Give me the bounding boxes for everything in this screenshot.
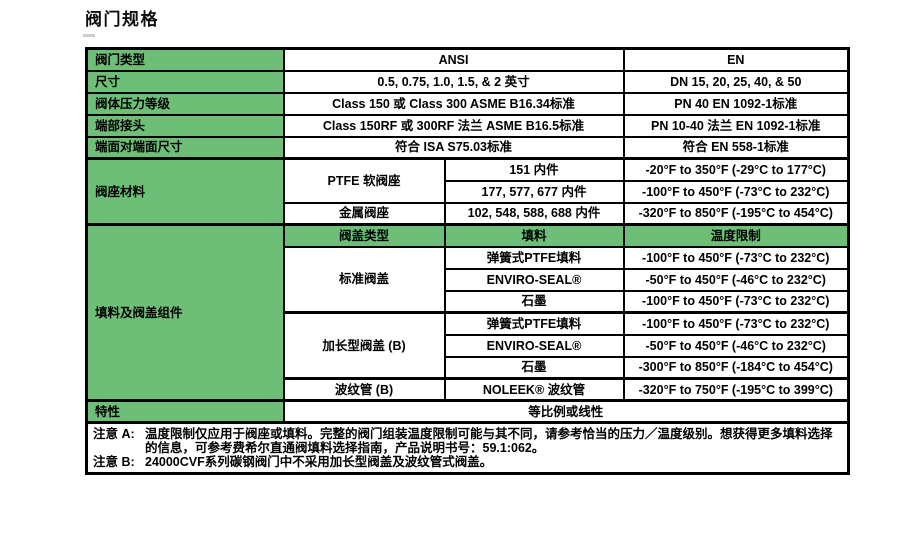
- cell-bellows-bonnet: 波纹管 (B): [282, 377, 446, 402]
- cell-characteristic-value: 等比例或线性: [282, 399, 850, 424]
- valve-spec-table: 阀门类型 ANSI EN 尺寸 0.5, 0.75, 1.0, 1.5, & 2…: [85, 47, 850, 475]
- cell-std-graphite-packing: 石墨: [443, 289, 625, 314]
- table-row: 端面对端面尺寸 符合 ISA S75.03标准 符合 EN 558-1标准: [85, 135, 850, 160]
- cell-ext-ptfe-temp: -100°F to 450°F (-73°C to 232°C): [622, 311, 850, 335]
- cell-characteristic-label: 特性: [85, 399, 285, 424]
- cell-size-label: 尺寸: [85, 69, 285, 94]
- cell-size-en: DN 15, 20, 25, 40, & 50: [622, 69, 850, 94]
- table-row: 加长型阀盖 (B) 弹簧式PTFE填料 -100°F to 450°F (-73…: [87, 311, 850, 380]
- cell-standard-bonnet: 标准阀盖: [282, 245, 446, 314]
- cell-packing-section-label: 填料及阀盖组件: [85, 223, 285, 402]
- cell-trim-151: 151 内件: [443, 157, 625, 181]
- note-b: 注意 B: 24000CVF系列碳钢阀门中不采用加长型阀盖及波纹管式阀盖。: [93, 455, 841, 469]
- notes-box: 注意 A: 温度限制仅应用于阀座或填料。完整的阀门组装温度限制可能与其不同，请参…: [85, 421, 850, 475]
- cell-soft-seat: PTFE 软阀座: [282, 157, 446, 204]
- cell-metal-seat: 金属阀座: [282, 201, 446, 226]
- page-title: 阀门规格: [85, 10, 159, 29]
- cell-std-ptfe-packing: 弹簧式PTFE填料: [443, 245, 625, 269]
- cell-temp-177: -100°F to 450°F (-73°C to 232°C): [622, 179, 850, 204]
- cell-std-enviroseal-temp: -50°F to 450°F (-46°C to 232°C): [622, 267, 850, 291]
- table-row: 石墨 -100°F to 450°F (-73°C to 232°C): [87, 289, 850, 314]
- cell-face-to-face-ansi: 符合 ISA S75.03标准: [282, 135, 625, 160]
- table-row: 特性 等比例或线性: [85, 399, 850, 424]
- cell-temp-102: -320°F to 850°F (-195°C to 454°C): [622, 201, 850, 226]
- table-row: 阀座材料 PTFE 软阀座 151 内件 -20°F to 350°F (-29…: [85, 157, 850, 226]
- cell-ext-enviroseal-packing: ENVIRO-SEAL®: [443, 333, 625, 357]
- cell-temp-151: -20°F to 350°F (-29°C to 177°C): [622, 157, 850, 181]
- cell-bellows-temp: -320°F to 750°F (-195°C to 399°C): [622, 377, 850, 402]
- cell-face-to-face-en: 符合 EN 558-1标准: [622, 135, 850, 160]
- cell-face-to-face-label: 端面对端面尺寸: [85, 135, 285, 160]
- table-row: 标准阀盖 弹簧式PTFE填料 -100°F to 450°F (-73°C to…: [87, 245, 850, 314]
- cell-ansi-header: ANSI: [282, 47, 625, 72]
- cell-connection-ansi: Class 150RF 或 300RF 法兰 ASME B16.5标准: [282, 113, 625, 138]
- cell-pressure-en: PN 40 EN 1092-1标准: [622, 91, 850, 116]
- table-row: ENVIRO-SEAL® -50°F to 450°F (-46°C to 23…: [87, 267, 850, 291]
- cell-bellows-packing: NOLEEK® 波纹管: [443, 377, 625, 402]
- table-row: 注意 A: 温度限制仅应用于阀座或填料。完整的阀门组装温度限制可能与其不同，请参…: [85, 421, 850, 475]
- note-b-label: 注意 B:: [93, 455, 135, 469]
- note-a-label: 注意 A:: [93, 427, 135, 441]
- cell-temp-limit-header: 温度限制: [622, 223, 850, 248]
- table-row: 波纹管 (B) NOLEEK® 波纹管 -320°F to 750°F (-19…: [87, 377, 850, 402]
- cell-std-ptfe-temp: -100°F to 450°F (-73°C to 232°C): [622, 245, 850, 269]
- cell-ext-ptfe-packing: 弹簧式PTFE填料: [443, 311, 625, 335]
- cell-trim-177: 177, 577, 677 内件: [443, 179, 625, 204]
- cell-seat-material-label: 阀座材料: [85, 157, 285, 226]
- cell-extension-bonnet: 加长型阀盖 (B): [282, 311, 446, 380]
- cell-pressure-ansi: Class 150 或 Class 300 ASME B16.34标准: [282, 91, 625, 116]
- note-a-text: 温度限制仅应用于阀座或填料。完整的阀门组装温度限制可能与其不同，请参考恰当的压力…: [145, 427, 833, 455]
- table-row: 端部接头 Class 150RF 或 300RF 法兰 ASME B16.5标准…: [85, 113, 850, 138]
- cell-packing-header: 填料: [443, 223, 625, 248]
- cell-std-enviroseal-packing: ENVIRO-SEAL®: [443, 267, 625, 291]
- table-row: 阀体压力等级 Class 150 或 Class 300 ASME B16.34…: [85, 91, 850, 116]
- table-row: 177, 577, 677 内件 -100°F to 450°F (-73°C …: [87, 179, 850, 204]
- cell-connection-label: 端部接头: [85, 113, 285, 138]
- cell-ext-enviroseal-temp: -50°F to 450°F (-46°C to 232°C): [622, 333, 850, 357]
- cell-bonnet-type-header: 阀盖类型: [282, 223, 446, 248]
- cell-std-graphite-temp: -100°F to 450°F (-73°C to 232°C): [622, 289, 850, 314]
- cell-ext-graphite-temp: -300°F to 850°F (-184°C to 454°C): [622, 355, 850, 380]
- table-row: 金属阀座 102, 548, 588, 688 内件 -320°F to 850…: [87, 201, 850, 226]
- table-row: 填料及阀盖组件 阀盖类型 填料 温度限制: [85, 223, 850, 402]
- decorative-dash: [83, 34, 95, 37]
- cell-en-header: EN: [622, 47, 850, 72]
- note-b-text: 24000CVF系列碳钢阀门中不采用加长型阀盖及波纹管式阀盖。: [145, 455, 493, 469]
- cell-connection-en: PN 10-40 法兰 EN 1092-1标准: [622, 113, 850, 138]
- cell-ext-graphite-packing: 石墨: [443, 355, 625, 380]
- cell-trim-102: 102, 548, 588, 688 内件: [443, 201, 625, 226]
- table-row: 阀门类型 ANSI EN: [85, 47, 850, 72]
- cell-pressure-label: 阀体压力等级: [85, 91, 285, 116]
- table-row: 石墨 -300°F to 850°F (-184°C to 454°C): [87, 355, 850, 380]
- note-a: 注意 A: 温度限制仅应用于阀座或填料。完整的阀门组装温度限制可能与其不同，请参…: [93, 427, 841, 455]
- cell-size-ansi: 0.5, 0.75, 1.0, 1.5, & 2 英寸: [282, 69, 625, 94]
- table-row: 尺寸 0.5, 0.75, 1.0, 1.5, & 2 英寸 DN 15, 20…: [85, 69, 850, 94]
- cell-valve-type-label: 阀门类型: [85, 47, 285, 72]
